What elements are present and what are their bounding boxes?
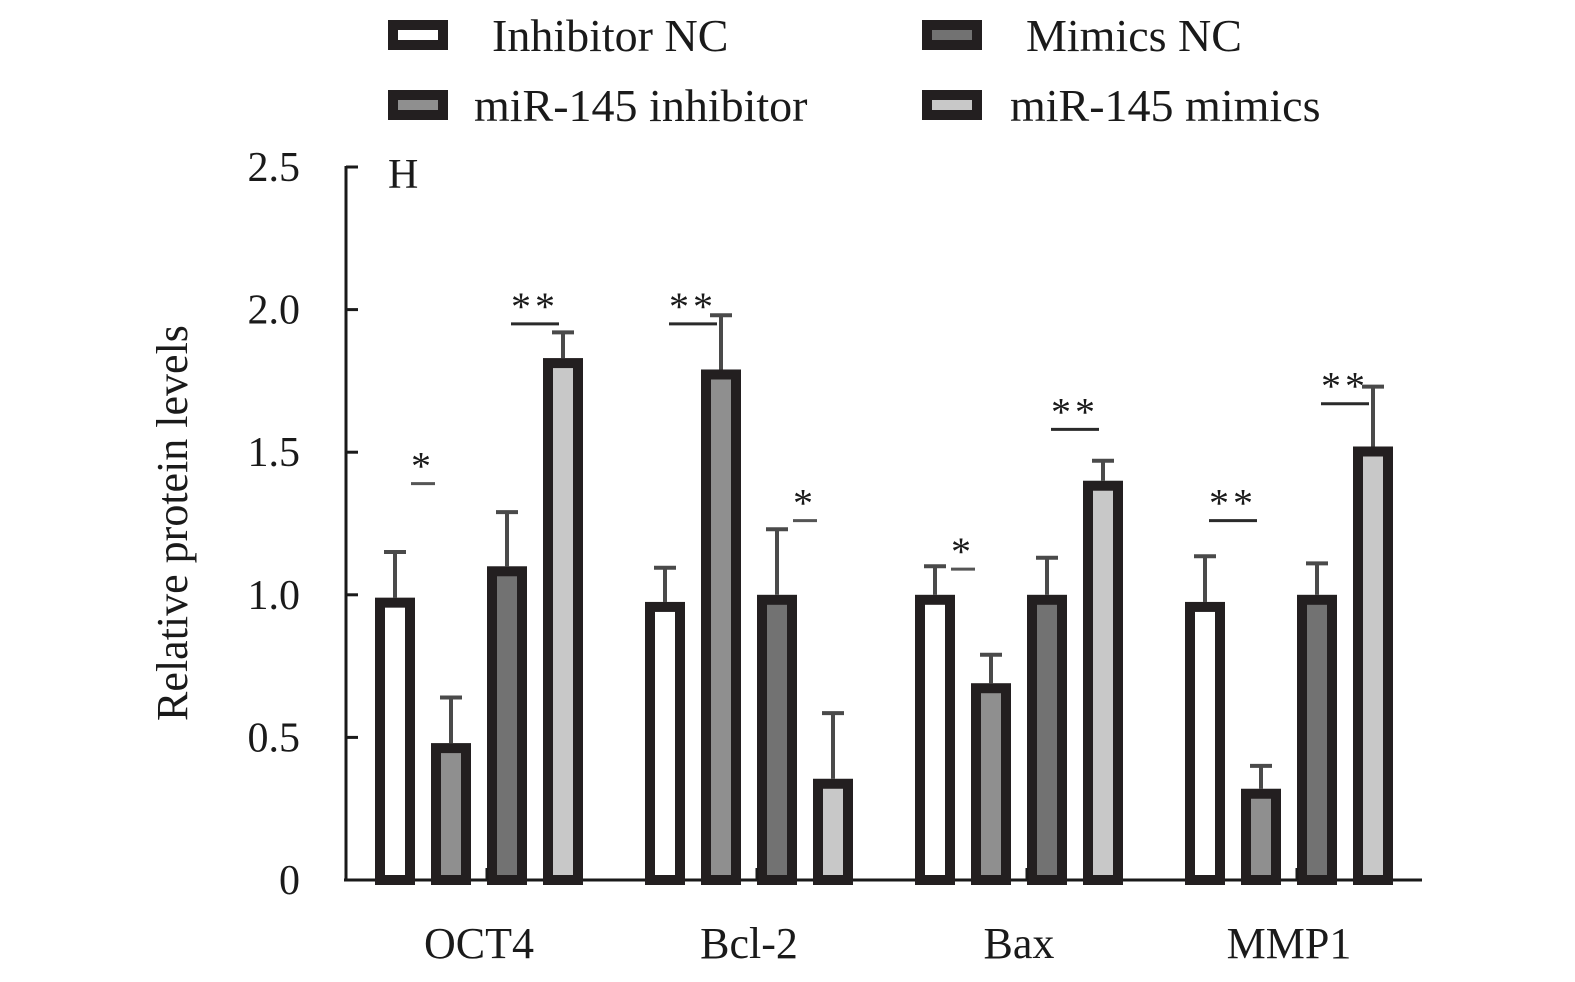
legend: Inhibitor NC Mimics NC miR-145 inhibitor mi… — [388, 10, 1321, 131]
significance-label: ** — [1209, 481, 1257, 526]
y-tick-label: 0.5 — [248, 715, 301, 761]
bar — [971, 683, 1011, 885]
bar-group-bcl-2 — [645, 313, 853, 886]
bar — [1353, 446, 1393, 885]
bar — [915, 594, 955, 885]
significance-mark: ** — [1051, 389, 1099, 434]
legend-swatch — [922, 90, 982, 120]
bar-group-oct4 — [375, 330, 583, 886]
bar — [757, 594, 797, 885]
bar — [1297, 594, 1337, 885]
significance-mark: * — [951, 529, 975, 574]
significance-label: * — [793, 481, 817, 526]
legend-item: Mimics NC — [922, 10, 1242, 61]
significance-mark: ** — [511, 284, 559, 329]
bar — [1185, 601, 1225, 885]
legend-label: Inhibitor NC — [492, 10, 728, 61]
bar — [701, 369, 741, 885]
significance-mark: * — [793, 481, 817, 526]
bar-group-mmp1 — [1185, 384, 1393, 886]
legend-item: Inhibitor NC — [388, 10, 728, 61]
significance-marks: *** ********** — [411, 284, 1369, 574]
bar — [1241, 788, 1281, 886]
x-tick-label: OCT4 — [424, 919, 534, 968]
x-tick-label: Bax — [984, 919, 1055, 968]
significance-mark: ** — [669, 284, 717, 329]
y-axis-label: Relative protein levels — [148, 325, 197, 721]
y-tick-label: 0 — [279, 858, 300, 904]
bar — [645, 601, 685, 885]
y-tick-label: 1.0 — [248, 573, 301, 619]
significance-mark: * — [411, 444, 435, 489]
x-tick-label: Bcl-2 — [700, 919, 798, 968]
legend-swatch — [388, 90, 448, 120]
significance-label: * — [411, 444, 435, 489]
bar — [375, 597, 415, 885]
significance-label: ** — [1321, 364, 1369, 409]
bar — [1083, 480, 1123, 885]
bar — [543, 358, 583, 886]
x-tick-labels: OCT4 Bcl-2 Bax MMP1 — [424, 919, 1351, 968]
legend-item: miR-145 inhibitor — [388, 80, 808, 131]
legend-swatch — [388, 20, 448, 50]
x-tick-label: MMP1 — [1227, 919, 1352, 968]
bars — [375, 313, 1393, 886]
legend-label: Mimics NC — [1026, 10, 1242, 61]
bar — [1027, 594, 1067, 885]
panel-label: H — [388, 152, 418, 198]
bar — [813, 778, 853, 886]
significance-label: * — [951, 529, 975, 574]
y-tick-label: 2.0 — [248, 288, 301, 334]
significance-label: ** — [1051, 389, 1099, 434]
significance-label: ** — [669, 284, 717, 329]
bar-group-bax — [915, 458, 1123, 885]
significance-mark: ** — [1321, 364, 1369, 409]
legend-swatch — [922, 20, 982, 50]
legend-item: miR-145 mimics — [922, 80, 1321, 131]
significance-label: ** — [511, 284, 559, 329]
y-tick-label: 1.5 — [248, 430, 301, 476]
y-tick-label: 2.5 — [248, 145, 301, 191]
legend-label: miR-145 mimics — [1010, 80, 1321, 131]
bar — [487, 566, 527, 886]
bar — [431, 743, 471, 885]
legend-label: miR-145 inhibitor — [474, 80, 808, 131]
significance-mark: ** — [1209, 481, 1257, 526]
